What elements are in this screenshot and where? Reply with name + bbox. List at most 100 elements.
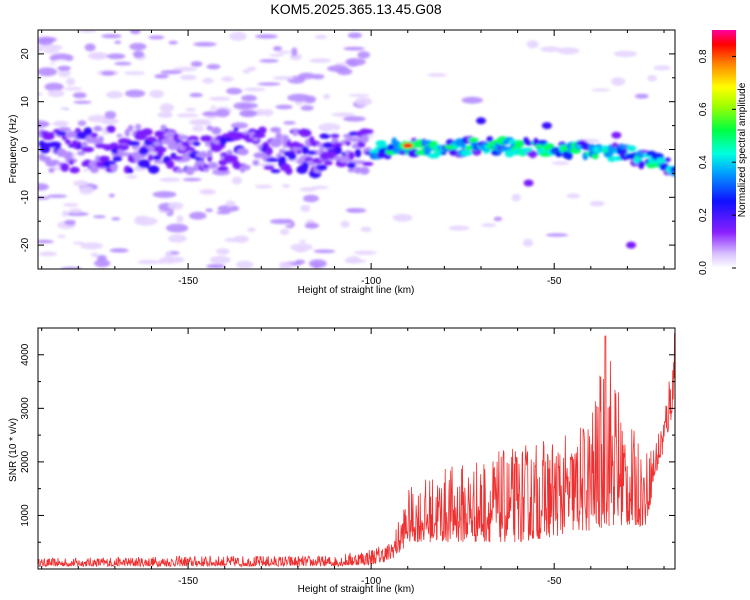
- spectrogram-noise-blob: [252, 190, 268, 197]
- spectrogram-signal-blob: [626, 145, 637, 152]
- spectrogram-noise-blob: [309, 58, 332, 63]
- spectrogram-noise-blob: [80, 242, 104, 250]
- spectrogram-noise-blob: [360, 226, 372, 232]
- spectrogram-noise-blob: [38, 92, 43, 96]
- spectrogram-noise-blob: [116, 133, 123, 138]
- spectrogram-noise-blob: [137, 259, 160, 265]
- spectrogram-signal-blob: [233, 127, 239, 132]
- spectrogram-noise-blob: [300, 204, 311, 213]
- spectrogram-noise-blob: [193, 41, 217, 47]
- spectrogram-noise-blob: [257, 82, 281, 86]
- spectrogram-noise-blob: [231, 176, 243, 185]
- spectrogram-noise-blob: [243, 87, 267, 92]
- spectrogram-noise-blob: [109, 248, 129, 253]
- spectrogram-signal-blob: [486, 136, 494, 143]
- spectrogram-noise-blob: [44, 82, 64, 92]
- spectrogram-signal-blob: [173, 133, 181, 142]
- spectrogram-noise-blob: [202, 111, 219, 117]
- spectrogram-noise-blob: [78, 30, 97, 33]
- spectrogram-y-tick-label: -10: [20, 190, 31, 205]
- spectrogram-noise-blob: [275, 104, 293, 110]
- spectrogram-noise-blob: [41, 44, 63, 51]
- spectrogram-noise-blob: [313, 249, 336, 254]
- snr-frame: [37, 327, 676, 570]
- spectrogram-x-label: Height of straight line (km): [298, 285, 415, 296]
- spectrogram-signal-blob: [112, 155, 123, 162]
- spectrogram-signal-blob: [199, 151, 208, 159]
- snr-y-tick-label: 2000: [20, 450, 31, 473]
- spectrogram-x-tick-label: -50: [547, 276, 562, 287]
- spectrogram-signal-blob: [252, 133, 266, 139]
- spectrogram-noise-blob: [202, 77, 214, 84]
- spectrogram-noise-blob: [448, 225, 470, 231]
- spectrogram-noise-blob: [72, 92, 87, 99]
- spectrogram-noise-blob: [165, 113, 173, 118]
- spectrogram-noise-blob: [233, 102, 253, 110]
- spectrogram-noise-blob: [343, 46, 365, 51]
- spectrogram-noise-blob: [38, 36, 57, 43]
- spectrogram-noise-blob: [129, 42, 147, 51]
- spectrogram-noise-blob: [314, 34, 328, 40]
- spectrogram-noise-blob: [345, 256, 361, 264]
- spectrogram-signal-blob: [330, 133, 340, 139]
- spectrogram-noise-blob: [57, 65, 71, 71]
- spectrogram-noise-blob: [493, 216, 503, 222]
- spectrogram-noise-blob: [221, 76, 234, 82]
- spectrogram-signal-blob: [504, 149, 515, 158]
- spectrogram-signal-blob: [387, 144, 395, 152]
- spectrogram-noise-blob: [65, 212, 89, 216]
- spectrogram-signal-blob: [345, 141, 351, 146]
- snr-y-tick-label: 1000: [20, 504, 31, 527]
- spectrogram-noise-blob: [311, 185, 329, 190]
- spectrogram-frame: [37, 29, 676, 270]
- spectrogram-noise-blob: [591, 88, 611, 92]
- spectrogram-signal-blob: [265, 146, 273, 156]
- figure-title: KOM5.2025.365.13.45.G08: [270, 1, 441, 17]
- spectrogram-noise-blob: [132, 50, 145, 58]
- spectrogram-noise-blob: [272, 46, 283, 52]
- spectrogram-signal-blob: [270, 169, 281, 174]
- spectrogram-signal-blob: [98, 155, 110, 162]
- spectrogram-noise-blob: [84, 43, 96, 52]
- spectrogram-signal-blob: [141, 128, 153, 136]
- spectrogram-signal-blob: [91, 132, 98, 138]
- spectrogram-signal-blob: [124, 128, 130, 137]
- spectrogram-patch: [611, 131, 622, 139]
- spectrogram-noise-blob: [372, 132, 388, 139]
- spectrogram-signal-blob: [83, 127, 93, 137]
- spectrogram-noise-blob: [159, 103, 174, 113]
- spectrogram-y-tick-label: 0: [20, 146, 31, 152]
- spectrogram-signal-blob: [93, 125, 103, 132]
- spectrogram-signal-blob: [468, 137, 479, 143]
- spectrogram-noise-blob: [210, 105, 217, 110]
- spectrogram-y-tick-label: -20: [20, 237, 31, 252]
- spectrogram-noise-blob: [154, 74, 169, 79]
- spectrogram-signal-blob: [323, 160, 333, 166]
- spectrogram-noise-blob: [294, 247, 307, 253]
- spectrogram-noise-blob: [47, 89, 65, 97]
- spectrogram-signal-blob: [334, 145, 342, 155]
- spectrogram-noise-blob: [647, 75, 657, 82]
- spectrogram-signal-blob: [348, 151, 355, 160]
- snr-y-tick-label: 4000: [20, 343, 31, 366]
- spectrogram-signal-blob: [119, 143, 129, 151]
- spectrogram-patch: [523, 179, 534, 187]
- spectrogram-signal-blob: [98, 135, 104, 144]
- spectrogram-signal-blob: [301, 161, 309, 171]
- colorbar-ticks: 0.0 0.2 0.4 0.6 0.8: [698, 49, 736, 275]
- spectrogram-noise-blob: [94, 259, 111, 268]
- spectrogram-signal-blob: [526, 151, 539, 157]
- spectrogram-noise-blob: [215, 248, 230, 255]
- spectrogram-noise-blob: [277, 50, 291, 55]
- spectrogram-noise-blob: [167, 202, 184, 210]
- spectrogram-noise-blob: [311, 74, 325, 80]
- spectrogram-signal-blob: [664, 157, 671, 162]
- spectrogram-signal-blob: [638, 160, 645, 170]
- spectrogram-signal-blob: [48, 132, 55, 137]
- spectrogram-noise-blob: [323, 93, 330, 100]
- spectrogram-signal-blob: [63, 151, 73, 160]
- spectrogram-noise-blob: [105, 91, 124, 99]
- spectrogram-noise-blob: [236, 260, 254, 269]
